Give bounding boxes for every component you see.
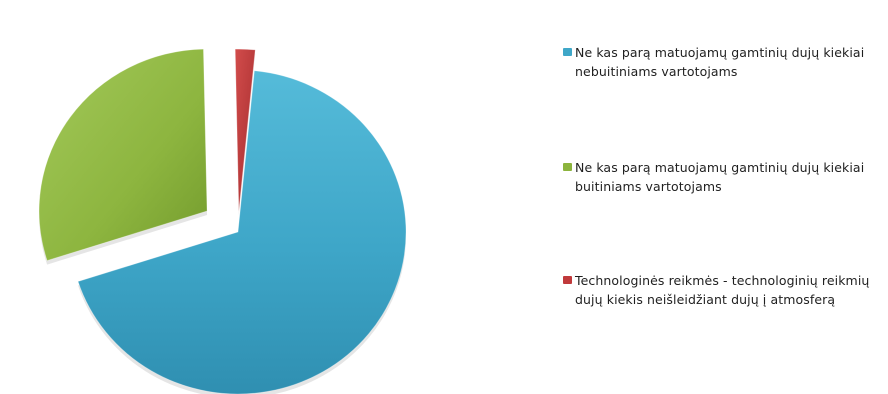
- pie-slice-buitiniams: [38, 48, 208, 262]
- legend-swatch-blue: [563, 48, 572, 56]
- pie-chart: [38, 48, 407, 394]
- legend-swatch-red: [563, 276, 572, 284]
- pie-slices: [38, 48, 407, 394]
- chart-legend: Ne kas parą matuojamų gamtinių dujų kiek…: [563, 0, 883, 394]
- pie-slice-nebuitiniams: [77, 70, 407, 394]
- legend-item-buitiniams: Ne kas parą matuojamų gamtinių dujų kiek…: [563, 158, 883, 196]
- pie-slice-technologines: [234, 48, 256, 212]
- legend-label-buitiniams: Ne kas parą matuojamų gamtinių dujų kiek…: [575, 160, 865, 194]
- legend-swatch-green: [563, 163, 572, 171]
- legend-label-nebuitiniams: Ne kas parą matuojamų gamtinių dujų kiek…: [575, 45, 865, 79]
- pie-chart-area: [38, 48, 407, 394]
- legend-item-nebuitiniams: Ne kas parą matuojamų gamtinių dujų kiek…: [563, 43, 883, 81]
- legend-item-technologines: Technologinės reikmės - technologinių re…: [563, 271, 883, 309]
- legend-label-technologines: Technologinės reikmės - technologinių re…: [575, 273, 870, 307]
